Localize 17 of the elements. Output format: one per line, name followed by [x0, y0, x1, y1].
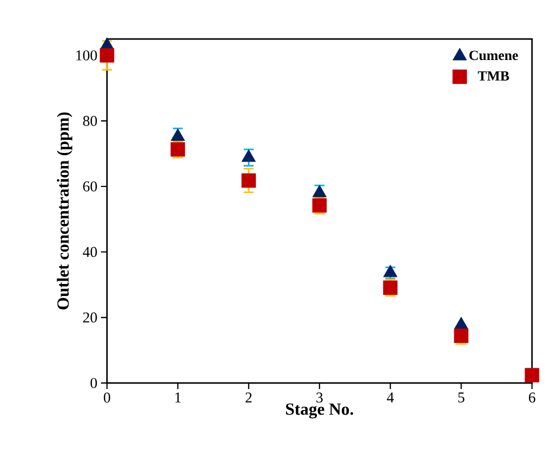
x-tick-label: 3 [316, 392, 323, 403]
legend-label: TMB [478, 71, 510, 81]
x-tick-label: 2 [246, 392, 252, 402]
y-tick-label: 0 [90, 378, 97, 388]
x-tick-label: 5 [458, 392, 464, 402]
x-tick-label: 6 [528, 392, 536, 403]
y-tick-label: 60 [83, 181, 97, 192]
x-tick-label: 1 [175, 392, 181, 402]
y-tick-label: 100 [76, 50, 97, 60]
legend-label: Cumene [469, 50, 518, 60]
x-axis-title: Stage No. [286, 403, 354, 418]
x-tick-label: 0 [104, 392, 110, 403]
y-tick-label: 20 [83, 312, 97, 323]
y-axis-title: Outlet concentration (ppm) [56, 112, 72, 310]
y-tick-label: 80 [83, 116, 97, 126]
x-tick-label: 4 [386, 392, 394, 402]
y-tick-label: 40 [82, 246, 97, 257]
